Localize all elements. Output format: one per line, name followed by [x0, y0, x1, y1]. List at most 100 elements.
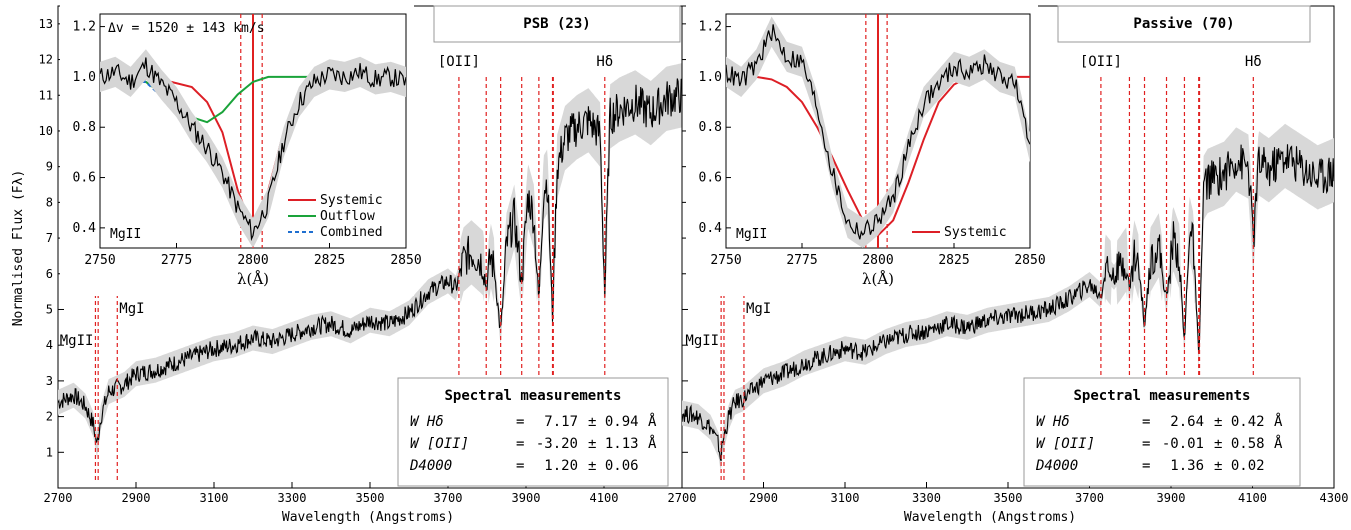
x-tick-label: 4100	[590, 491, 619, 505]
x-axis-label-right: Wavelength (Angstroms)	[904, 510, 1076, 525]
measurement-value: 1.36	[1170, 458, 1204, 474]
legend-label: Outflow	[320, 209, 375, 224]
line-marker-label: Hδ	[1245, 54, 1262, 70]
panel-title-box	[1057, 5, 1311, 43]
spectrum-line	[57, 78, 683, 443]
line-marker-label: MgI	[119, 301, 144, 317]
line-marker-label: MgII	[685, 333, 719, 349]
x-tick-label: 3900	[1157, 491, 1186, 505]
inset-y-tick-label: 0.8	[73, 120, 96, 135]
legend-label: Systemic	[320, 193, 383, 208]
y-tick-label: 7	[46, 231, 53, 245]
measurement-equals: =	[516, 414, 524, 430]
line-marker-label: MgI	[746, 301, 771, 317]
measurement-unit: Å	[1274, 435, 1283, 452]
x-tick-label: 3900	[512, 491, 541, 505]
y-tick-label: 11	[39, 88, 53, 102]
x-tick-label: 3100	[200, 491, 229, 505]
inset-y-tick-label: 1.2	[73, 20, 96, 35]
inset-velocity-annotation: Δv = 1520 ± 143 km/s	[108, 21, 265, 36]
inset-x-tick-label: 2775	[786, 253, 817, 268]
inset-y-tick-label: 0.4	[73, 221, 97, 236]
measurement-error: ± 0.02	[1214, 458, 1265, 474]
measurement-equals: =	[1142, 414, 1150, 430]
spectrum-error-band	[682, 123, 1334, 470]
measurement-error: ± 0.06	[588, 458, 639, 474]
x-tick-label: 3100	[831, 491, 860, 505]
x-tick-label: 3300	[912, 491, 941, 505]
x-tick-label: 2900	[122, 491, 151, 505]
inset-line-label: MgII	[736, 227, 767, 242]
spectrum-line	[681, 144, 1335, 462]
inset-x-tick-label: 2850	[390, 253, 421, 268]
inset-y-tick-label: 0.6	[699, 171, 722, 186]
measurements-box	[397, 377, 669, 487]
measurement-name: D4000	[1035, 458, 1078, 474]
measurement-error: ± 0.42	[1214, 414, 1265, 430]
measurement-error: ± 0.94	[588, 414, 639, 430]
x-tick-label: 3700	[434, 491, 463, 505]
inset-y-tick-label: 0.6	[73, 171, 96, 186]
inset-spectrum-line	[99, 57, 407, 242]
measurement-unit: Å	[648, 435, 657, 452]
inset-x-tick-label: 2850	[1014, 253, 1045, 268]
inset-x-tick-label: 2750	[710, 253, 741, 268]
x-tick-label: 4100	[1238, 491, 1267, 505]
inset-x-label: λ(Å)	[237, 270, 269, 288]
measurement-name: W [OII]	[1036, 436, 1095, 452]
x-tick-label: 4300	[1320, 491, 1349, 505]
x-tick-label: 3300	[278, 491, 307, 505]
inset-error-band	[726, 16, 1030, 248]
line-marker-label: Hδ	[596, 54, 613, 70]
panel-title-box	[433, 5, 681, 43]
measurement-value: 7.17	[544, 414, 578, 430]
measurements-title: Spectral measurements	[1073, 388, 1250, 404]
y-axis-label: Normalised Flux (Fλ)	[11, 170, 26, 327]
line-marker-label: MgII	[60, 333, 94, 349]
measurement-unit: Å	[1274, 413, 1283, 430]
inset-y-tick-label: 0.4	[699, 221, 723, 236]
inset-x-tick-label: 2825	[314, 253, 345, 268]
inset-x-label: λ(Å)	[862, 270, 894, 288]
inset-x-tick-label: 2750	[84, 253, 115, 268]
measurement-name: W [OII]	[410, 436, 469, 452]
y-tick-label: 13	[39, 17, 53, 31]
inset-y-tick-label: 1.2	[699, 20, 722, 35]
panel-passive: 2700 2900 3100 3300 3500 3700 3900 4100 4300 MgII…	[668, 4, 1349, 505]
spectrum-error-band	[58, 63, 682, 458]
x-axis-label-left: Wavelength (Angstroms)	[282, 510, 454, 525]
y-tick-label: 5	[46, 302, 53, 316]
measurement-value: 2.64	[1170, 414, 1204, 430]
measurement-equals: =	[1142, 436, 1150, 452]
inset-y-tick-label: 0.8	[699, 120, 722, 135]
y-tick-label: 9	[46, 160, 53, 174]
measurement-error: ± 0.58	[1214, 436, 1265, 452]
inset-x-tick-label: 2775	[161, 253, 192, 268]
y-tick-label: 2	[46, 410, 53, 424]
measurement-value: -0.01	[1162, 436, 1204, 452]
y-tick-label: 10	[39, 124, 53, 138]
panel-title: Passive (70)	[1133, 16, 1234, 32]
y-tick-label: 4	[46, 338, 53, 352]
inset-x-tick-label: 2825	[938, 253, 969, 268]
measurement-equals: =	[516, 436, 524, 452]
legend-label: Combined	[320, 225, 383, 240]
measurement-value: 1.20	[544, 458, 578, 474]
inset-x-tick-label: 2800	[862, 253, 893, 268]
legend-label: Systemic	[944, 225, 1007, 240]
measurement-name: D4000	[409, 458, 452, 474]
x-tick-label: 2700	[44, 491, 73, 505]
y-tick-label: 6	[46, 267, 53, 281]
x-tick-label: 2900	[749, 491, 778, 505]
inset-x-tick-label: 2800	[237, 253, 268, 268]
measurements-title: Spectral measurements	[444, 388, 621, 404]
y-tick-label: 8	[46, 195, 53, 209]
inset-spectrum-line	[725, 24, 1031, 240]
measurement-name: W Hδ	[1036, 414, 1070, 430]
panel-title: PSB (23)	[523, 16, 590, 32]
line-marker-label: [OII]	[1080, 54, 1122, 70]
y-tick-label: 3	[46, 374, 53, 388]
measurement-error: ± 1.13	[588, 436, 639, 452]
x-tick-label: 3500	[994, 491, 1023, 505]
